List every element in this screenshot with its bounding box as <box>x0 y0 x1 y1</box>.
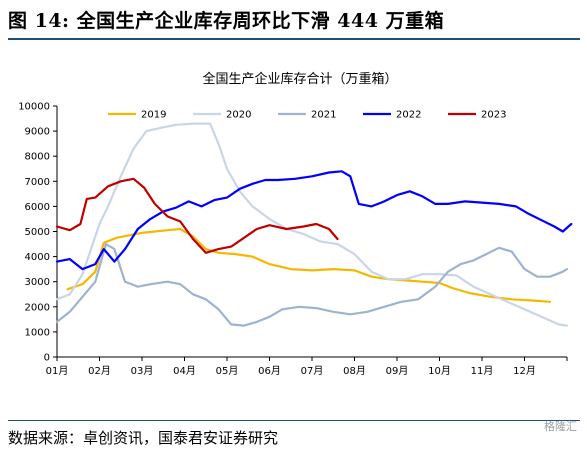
x-tick-label: 08月 <box>343 365 366 377</box>
series-line-2023 <box>55 177 339 254</box>
legend-label-2022: 2022 <box>396 110 421 121</box>
series-line-2019 <box>66 227 552 303</box>
series-line-2022 <box>55 170 573 271</box>
x-tick-label: 01月 <box>46 365 69 377</box>
x-tick-label: 12月 <box>513 365 536 377</box>
chart-legend: 2019 2020 2021 2022 2023 <box>108 110 506 121</box>
watermark-text: 格隆汇 <box>544 420 577 433</box>
y-tick-label: 8000 <box>25 152 50 163</box>
y-tick-label: 0 <box>44 353 50 364</box>
x-tick-label: 07月 <box>301 365 324 377</box>
x-tick-label: 06月 <box>258 365 281 377</box>
x-tick-label: 04月 <box>173 365 196 377</box>
chart: 全国生产企业库存合计（万重箱） 2019 2020 2021 2022 2023 0 10… <box>18 71 573 377</box>
title-rule <box>8 38 580 40</box>
series-line-2021 <box>55 243 569 327</box>
legend-label-2021: 2021 <box>311 110 336 121</box>
y-tick-label: 5000 <box>25 227 50 238</box>
chart-axes: 0 1000 2000 3000 4000 5000 6000 7000 8000 9000 100… <box>18 102 568 377</box>
y-tick-label: 3000 <box>25 277 50 288</box>
y-tick-label: 2000 <box>25 302 50 313</box>
x-tick-label: 02月 <box>88 365 111 377</box>
y-tick-label: 7000 <box>25 177 50 188</box>
y-tick-label: 4000 <box>25 252 50 263</box>
figure-title: 图 14: 全国生产企业库存周环比下滑 444 万重箱 <box>8 10 445 32</box>
chart-series <box>55 122 573 327</box>
x-tick-label: 11月 <box>471 365 494 377</box>
x-tick-label: 05月 <box>216 365 239 377</box>
x-tick-label: 09月 <box>386 365 409 377</box>
legend-label-2020: 2020 <box>226 110 251 121</box>
y-tick-label: 6000 <box>25 202 50 213</box>
y-tick-label: 1000 <box>25 327 50 338</box>
legend-label-2023: 2023 <box>481 110 506 121</box>
source-rule <box>8 420 580 421</box>
chart-title: 全国生产企业库存合计（万重箱） <box>202 71 397 87</box>
y-tick-label: 9000 <box>25 127 50 138</box>
x-tick-label: 03月 <box>131 365 154 377</box>
x-tick-label: 10月 <box>428 365 451 377</box>
source-note: 数据来源：卓创资讯，国泰君安证券研究 <box>8 429 279 447</box>
legend-label-2019: 2019 <box>141 110 166 121</box>
y-tick-label: 10000 <box>18 102 50 113</box>
